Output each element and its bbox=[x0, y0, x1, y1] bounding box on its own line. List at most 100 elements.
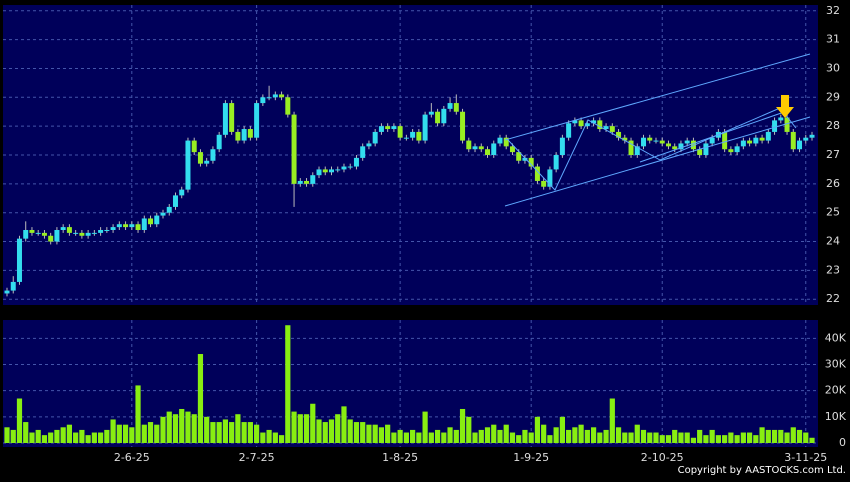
volume-bar bbox=[503, 424, 509, 443]
volume-bar bbox=[397, 429, 403, 443]
volume-bar bbox=[285, 325, 291, 443]
volume-bar bbox=[260, 432, 266, 443]
volume-bar bbox=[765, 429, 771, 443]
candle-body bbox=[653, 140, 659, 142]
candle-body bbox=[335, 169, 341, 171]
candle-body bbox=[778, 117, 784, 121]
volume-bar bbox=[48, 432, 54, 443]
volume-bar bbox=[622, 432, 628, 443]
volume-bar bbox=[441, 432, 447, 443]
candle-body bbox=[129, 224, 135, 228]
candle-body bbox=[260, 97, 266, 104]
candle-body bbox=[254, 103, 260, 138]
volume-bar bbox=[179, 408, 185, 443]
candle-body bbox=[79, 232, 85, 236]
candle-body bbox=[460, 111, 466, 141]
candle-body bbox=[472, 146, 478, 150]
volume-bar bbox=[672, 429, 678, 443]
candle-body bbox=[684, 140, 690, 144]
candle-body bbox=[628, 140, 634, 155]
candle-body bbox=[410, 131, 416, 138]
volume-bar bbox=[528, 432, 534, 443]
candle-body bbox=[266, 97, 272, 99]
candle-body bbox=[310, 175, 316, 184]
volume-bar bbox=[23, 422, 29, 443]
volume-bar bbox=[771, 429, 778, 443]
candle-body bbox=[172, 195, 178, 207]
volume-tick-label: 0 bbox=[839, 436, 846, 449]
volume-bar bbox=[172, 414, 179, 443]
candle-body bbox=[441, 108, 447, 124]
candle-body bbox=[41, 232, 47, 236]
candle-body bbox=[16, 238, 22, 282]
volume-bar bbox=[316, 419, 322, 443]
volume-bar bbox=[16, 398, 23, 443]
candle-body bbox=[597, 120, 603, 130]
y-tick-label: 28 bbox=[826, 119, 840, 132]
candle-body bbox=[372, 131, 378, 144]
volume-bar bbox=[634, 424, 640, 443]
candle-body bbox=[123, 224, 129, 228]
volume-bar bbox=[347, 419, 353, 443]
volume-bar bbox=[597, 432, 603, 443]
x-tick-label: 2-7-25 bbox=[239, 451, 275, 464]
volume-bar bbox=[372, 424, 378, 443]
volume-bar bbox=[803, 432, 809, 443]
volume-bar bbox=[684, 432, 690, 443]
candle-body bbox=[279, 94, 285, 98]
volume-bar bbox=[609, 398, 615, 443]
candle-body bbox=[272, 94, 278, 98]
y-tick-label: 27 bbox=[826, 148, 840, 161]
candle-body bbox=[229, 103, 235, 132]
candle-body bbox=[503, 137, 509, 147]
candle-body bbox=[509, 146, 515, 153]
volume-bar bbox=[35, 429, 41, 443]
x-tick-label: 2-6-25 bbox=[114, 451, 150, 464]
candle-body bbox=[797, 140, 803, 150]
candle-body bbox=[378, 126, 384, 132]
volume-bar bbox=[734, 435, 740, 443]
x-tick-label: 2-10-25 bbox=[641, 451, 684, 464]
volume-bar bbox=[160, 416, 166, 443]
y-tick-label: 32 bbox=[826, 4, 840, 17]
candle-body bbox=[141, 218, 147, 230]
volume-bar bbox=[385, 424, 391, 443]
x-tick-label: 1-8-25 bbox=[382, 451, 418, 464]
volume-bar bbox=[54, 429, 60, 443]
volume-bar bbox=[796, 429, 803, 443]
candle-body bbox=[485, 149, 491, 155]
volume-bar bbox=[509, 432, 516, 443]
candle-body bbox=[734, 146, 740, 153]
volume-bar bbox=[4, 427, 10, 443]
volume-bar bbox=[778, 429, 784, 443]
candle-body bbox=[353, 157, 359, 167]
candle-body bbox=[534, 166, 540, 181]
y-tick-label: 24 bbox=[826, 235, 840, 248]
candle-body bbox=[491, 143, 497, 155]
candle-body bbox=[690, 140, 696, 150]
volume-bar bbox=[166, 411, 172, 443]
candle-body bbox=[247, 129, 253, 138]
volume-bar bbox=[104, 429, 110, 443]
candle-body bbox=[397, 126, 403, 138]
x-tick-label: 1-9-25 bbox=[513, 451, 549, 464]
volume-bar bbox=[185, 411, 191, 443]
candle-body bbox=[584, 123, 590, 127]
volume-bar bbox=[122, 424, 129, 443]
volume-bar bbox=[547, 435, 553, 443]
volume-bar bbox=[578, 424, 584, 443]
candle-body bbox=[385, 126, 391, 130]
volume-bar bbox=[403, 432, 409, 443]
volume-bar bbox=[740, 432, 746, 443]
candle-body bbox=[659, 140, 665, 144]
volume-bar bbox=[665, 435, 672, 443]
marks bbox=[4, 85, 815, 443]
volume-bar bbox=[422, 411, 428, 443]
candle-body bbox=[360, 146, 366, 158]
y-tick-label: 30 bbox=[826, 61, 840, 74]
y-tick-label: 29 bbox=[826, 90, 840, 103]
candle-body bbox=[403, 137, 409, 139]
y-tick-label: 26 bbox=[826, 177, 840, 190]
candle-body bbox=[185, 140, 191, 190]
volume-bar bbox=[434, 429, 441, 443]
